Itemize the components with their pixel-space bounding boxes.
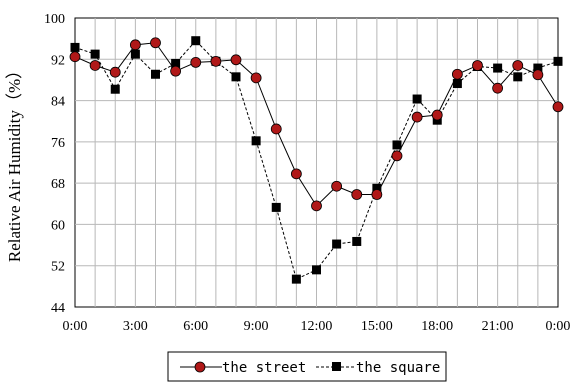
point-the-street: [411, 111, 423, 123]
y-tick-label: 92: [51, 53, 65, 68]
point-the-square: [291, 274, 301, 284]
point-the-street: [250, 72, 262, 84]
point-the-street: [69, 51, 81, 63]
y-tick-label: 44: [51, 301, 65, 316]
point-the-square: [130, 49, 140, 59]
y-tick-label: 60: [51, 218, 65, 233]
point-the-square: [312, 265, 321, 275]
point-the-square: [231, 72, 241, 82]
point-the-square: [251, 136, 261, 146]
x-tick-label: 15:00: [361, 319, 393, 334]
point-the-square: [372, 183, 382, 193]
point-the-street: [391, 150, 403, 162]
point-the-street: [311, 200, 322, 212]
point-the-street: [351, 189, 363, 200]
y-tick-label: 68: [51, 177, 65, 192]
point-the-street: [170, 65, 182, 77]
point-the-street: [109, 66, 121, 78]
point-the-street: [552, 101, 564, 113]
point-the-square: [70, 42, 80, 52]
x-tick-label: 18:00: [421, 319, 453, 334]
point-the-street: [270, 123, 282, 135]
point-the-square: [513, 72, 523, 82]
x-tick-label: 0:00: [63, 319, 88, 334]
point-the-square: [452, 79, 462, 89]
point-the-street: [150, 37, 161, 49]
point-the-square: [412, 94, 422, 104]
point-the-street: [230, 54, 242, 66]
x-tick-label: 0:00: [546, 319, 571, 334]
point-the-square: [110, 84, 120, 94]
y-tick-label: 52: [51, 260, 65, 275]
legend-marker-square: [332, 362, 341, 371]
y-axis-title: Relative Air Humidity（%）: [5, 62, 24, 262]
x-tick-label: 12:00: [301, 319, 333, 334]
point-the-square: [151, 69, 160, 79]
point-the-street: [331, 180, 343, 192]
point-the-street: [512, 60, 524, 71]
point-the-square: [553, 56, 563, 66]
legend: the street the square: [167, 351, 447, 382]
point-the-square: [332, 239, 342, 249]
point-the-square: [352, 236, 362, 246]
point-the-street: [89, 60, 101, 71]
point-the-street: [210, 55, 222, 67]
legend-label-square: the square: [356, 360, 440, 376]
y-tick-labels: 44 52 60 68 76 84 92 100: [44, 12, 65, 316]
point-the-street: [451, 68, 463, 80]
x-tick-labels: 0:00 3:00 6:00 9:00 12:00 15:00 18:00 21:00 0:00: [63, 319, 571, 334]
point-the-street: [431, 109, 443, 121]
series-markers: [69, 36, 564, 284]
legend-marker-street: [194, 361, 206, 373]
point-the-street: [129, 39, 141, 51]
point-the-square: [392, 140, 402, 150]
point-the-street: [492, 82, 504, 94]
x-tick-label: 21:00: [482, 319, 514, 334]
point-the-street: [371, 189, 383, 200]
point-the-square: [191, 36, 201, 46]
point-the-street: [290, 168, 302, 180]
point-the-street: [190, 56, 202, 68]
x-tick-label: 6:00: [183, 319, 208, 334]
point-the-square: [271, 202, 281, 212]
point-the-square: [493, 63, 503, 73]
y-tick-label: 76: [51, 136, 65, 151]
point-the-street: [472, 60, 483, 71]
y-tick-label: 84: [51, 95, 65, 110]
legend-label-street: the street: [222, 360, 306, 376]
x-tick-label: 3:00: [123, 319, 148, 334]
point-the-square: [171, 58, 181, 68]
point-the-square: [533, 63, 543, 73]
x-tick-label: 9:00: [244, 319, 269, 334]
y-tick-label: 100: [44, 12, 65, 27]
point-the-street: [532, 69, 544, 81]
point-the-square: [90, 49, 100, 59]
